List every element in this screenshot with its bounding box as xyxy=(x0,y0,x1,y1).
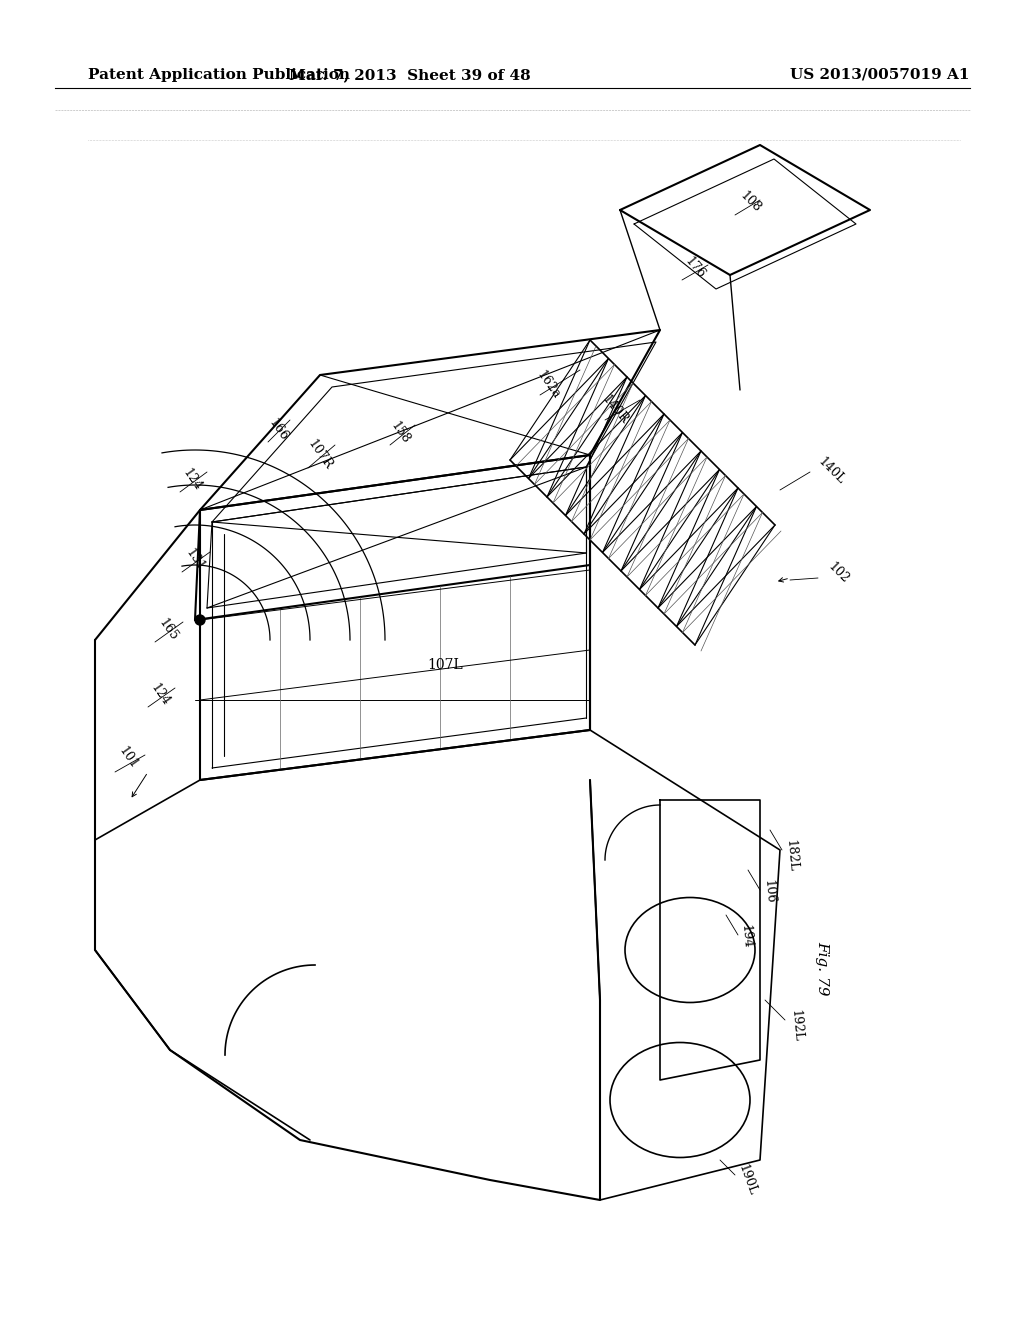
Circle shape xyxy=(195,615,205,624)
Text: 140L: 140L xyxy=(815,455,848,487)
Text: 124: 124 xyxy=(180,466,204,494)
Text: 176: 176 xyxy=(682,255,708,281)
Text: 107L: 107L xyxy=(427,657,463,672)
Text: 106: 106 xyxy=(762,879,776,904)
Text: 101: 101 xyxy=(116,744,140,772)
Text: US 2013/0057019 A1: US 2013/0057019 A1 xyxy=(790,69,970,82)
Text: 131: 131 xyxy=(183,546,207,574)
Text: 166: 166 xyxy=(266,416,290,444)
Text: 124: 124 xyxy=(147,681,172,709)
Text: 165: 165 xyxy=(156,616,180,644)
Text: Patent Application Publication: Patent Application Publication xyxy=(88,69,350,82)
Text: 192L: 192L xyxy=(788,1010,804,1043)
Text: 140R: 140R xyxy=(599,393,631,426)
Text: 182L: 182L xyxy=(783,840,800,873)
Text: 190L: 190L xyxy=(736,1163,759,1197)
Text: Mar. 7, 2013  Sheet 39 of 48: Mar. 7, 2013 Sheet 39 of 48 xyxy=(289,69,530,82)
Text: 194: 194 xyxy=(738,924,754,949)
Text: 108: 108 xyxy=(737,189,763,215)
Text: 162a: 162a xyxy=(534,368,562,401)
Text: 158: 158 xyxy=(388,420,413,446)
Text: 102: 102 xyxy=(825,561,852,586)
Text: Fig. 79: Fig. 79 xyxy=(815,941,829,995)
Text: 107R: 107R xyxy=(305,438,335,473)
